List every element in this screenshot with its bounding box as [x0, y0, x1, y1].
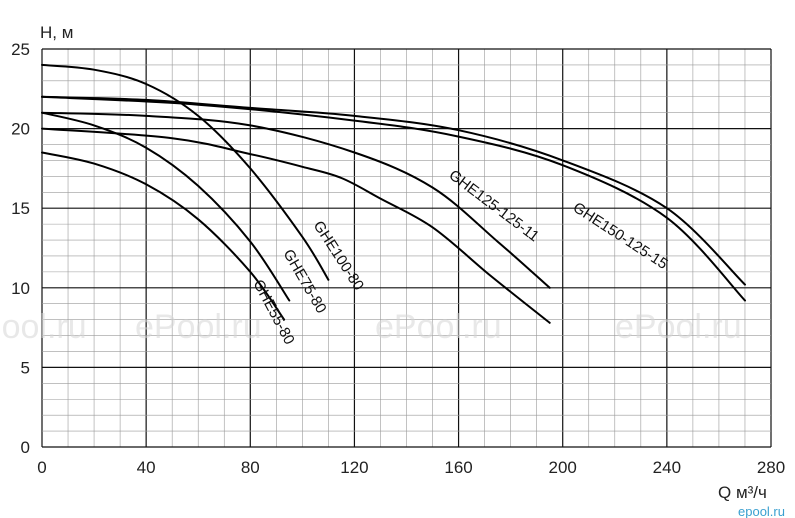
x-axis-title: Q м³/ч: [718, 483, 767, 502]
y-tick-label: 20: [11, 120, 30, 139]
series-line-ghe125-125-11: [41, 111, 551, 289]
x-tick-label: 80: [241, 458, 260, 477]
y-tick-label: 10: [11, 279, 30, 298]
y-axis-title: Н, м: [40, 23, 73, 42]
series-label-ghe75-80: GHE75-80: [280, 247, 330, 317]
corner-watermark: epool.ru: [738, 504, 785, 518]
series-line-ghe125-125-9-2: [41, 127, 551, 324]
y-tick-label: 25: [11, 40, 30, 59]
watermark-text: ePool.ru: [375, 308, 502, 346]
x-tick-label: 160: [444, 458, 472, 477]
series-line-ghe75-80: [41, 111, 291, 302]
x-tick-label: 40: [137, 458, 156, 477]
tick-labels: 0 40 80 120 160 200 240 280 0 5 10 15 20 25: [11, 40, 785, 477]
series-line-ghe150-125-18-5: [41, 95, 746, 286]
x-tick-label: 240: [653, 458, 681, 477]
grid: [41, 48, 772, 448]
x-tick-label: 200: [549, 458, 577, 477]
series-line-ghe150-125-15: [41, 95, 746, 302]
watermark-text: ePool.ru: [135, 308, 262, 346]
x-tick-label: 280: [757, 458, 785, 477]
watermark-text: ePool.ru: [615, 308, 742, 346]
series-label-ghe125-125-11: GHE125-125-11: [446, 167, 543, 246]
x-tick-label: 120: [340, 458, 368, 477]
series-group: [41, 63, 746, 324]
y-tick-label: 5: [21, 358, 30, 377]
y-tick-label: 15: [11, 199, 30, 218]
series-line-ghe55-80: [41, 151, 286, 321]
watermarks: ePool.ru ePool.ru ePool.ru ePool.ru: [0, 308, 742, 346]
series-line-ghe100-80: [41, 63, 330, 281]
watermark-text: ePool.ru: [0, 308, 87, 346]
y-tick-label: 0: [21, 438, 30, 457]
x-tick-label: 0: [37, 458, 46, 477]
